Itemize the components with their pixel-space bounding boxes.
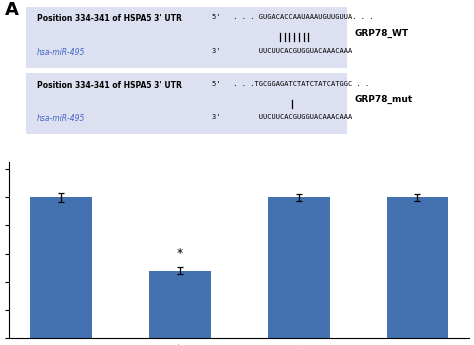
FancyBboxPatch shape — [26, 73, 347, 134]
Text: A: A — [5, 1, 19, 19]
FancyBboxPatch shape — [26, 7, 347, 68]
Bar — [149, 270, 211, 338]
Text: 5'   . . . GUGACACCAAUAAAUGUUGUUA. . .: 5' . . . GUGACACCAAUAAAUGUUGUUA. . . — [212, 14, 374, 20]
Bar — [387, 197, 448, 338]
Text: 5'   . . .TGCGGAGATCTATCTATCATGGC . .: 5' . . .TGCGGAGATCTATCTATCATGGC . . — [212, 81, 369, 87]
Text: 3'         UUCUUCACGUGGUACAAACAAA: 3' UUCUUCACGUGGUACAAACAAA — [212, 115, 352, 120]
Text: GRP78_WT: GRP78_WT — [354, 29, 409, 38]
Text: hsa-miR-495: hsa-miR-495 — [37, 48, 85, 57]
Text: Position 334-341 of HSPA5 3' UTR: Position 334-341 of HSPA5 3' UTR — [37, 81, 182, 90]
Text: *: * — [177, 247, 183, 260]
Text: Position 334-341 of HSPA5 3' UTR: Position 334-341 of HSPA5 3' UTR — [37, 14, 182, 23]
Bar — [268, 197, 329, 338]
Text: 3'         UUCUUCACGUGGUACAAACAAA: 3' UUCUUCACGUGGUACAAACAAA — [212, 48, 352, 54]
Text: hsa-miR-495: hsa-miR-495 — [37, 115, 85, 124]
Bar — [30, 197, 92, 338]
Text: GRP78_mut: GRP78_mut — [354, 95, 412, 104]
